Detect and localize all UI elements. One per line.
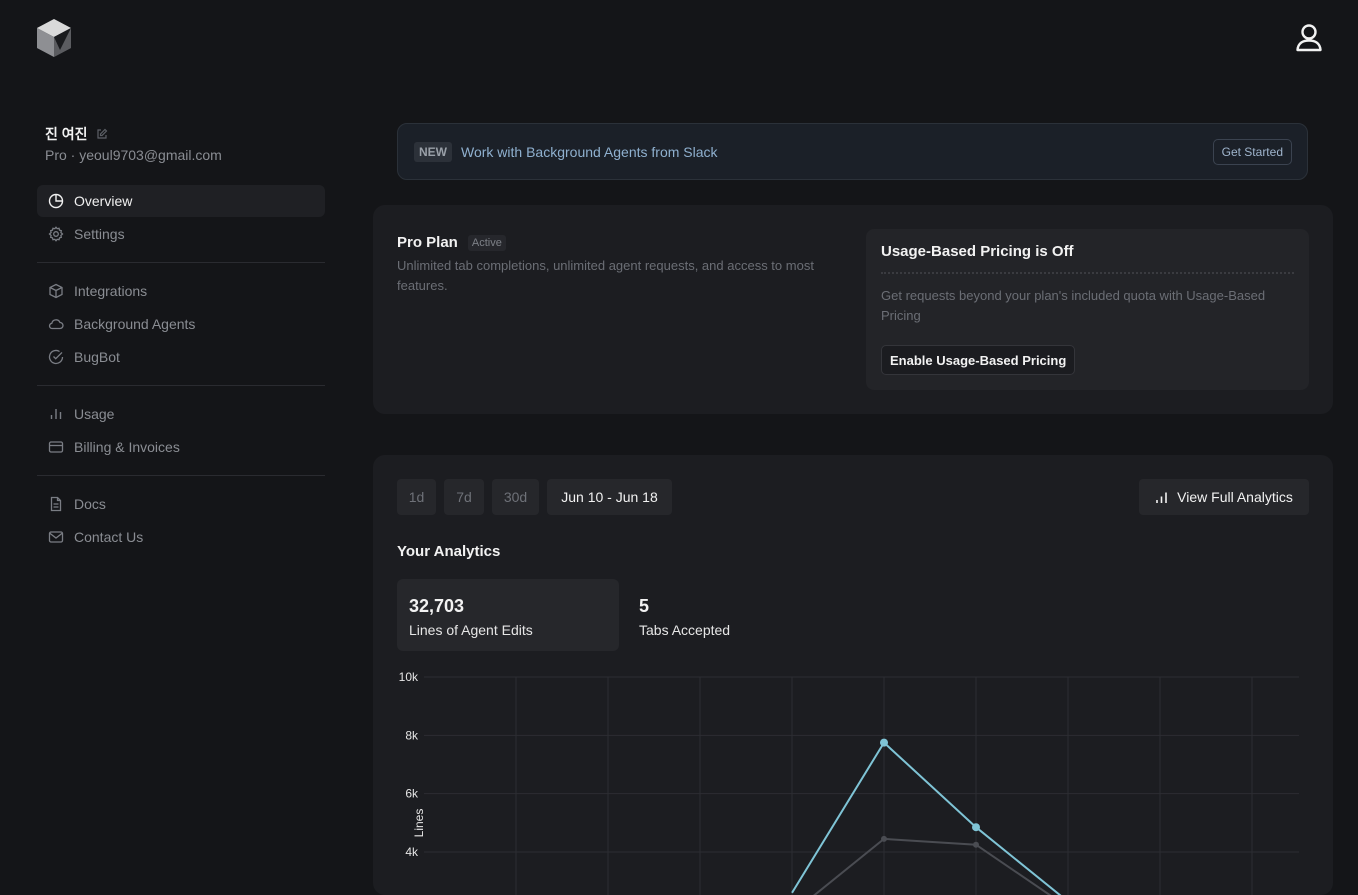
sidebar-item-label: Docs [74, 496, 106, 512]
sidebar-item-settings[interactable]: Settings [37, 218, 325, 250]
sidebar-item-bugbot[interactable]: BugBot [37, 341, 325, 373]
range-30d-button[interactable]: 30d [492, 479, 539, 515]
cloud-icon [48, 319, 64, 330]
gear-icon [48, 226, 64, 242]
stat-label: Tabs Accepted [639, 622, 731, 638]
sidebar-item-usage[interactable]: Usage [37, 398, 325, 430]
credit-card-icon [48, 441, 64, 453]
sidebar-item-label: BugBot [74, 349, 120, 365]
analytics-card: 1d 7d 30d Jun 10 - Jun 18 View Full Anal… [373, 455, 1333, 895]
y-tick-label: 4k [405, 845, 419, 859]
stat-value: 5 [639, 596, 650, 616]
document-icon [50, 496, 62, 512]
sidebar-item-label: Usage [74, 406, 115, 422]
sidebar-item-contact[interactable]: Contact Us [37, 521, 325, 553]
edit-icon[interactable] [96, 128, 108, 140]
sidebar-item-label: Background Agents [74, 316, 196, 332]
data-point-secondary[interactable] [881, 835, 887, 842]
y-tick-label: 6k [405, 787, 419, 801]
check-circle-icon [48, 349, 64, 365]
y-axis-label: Lines [412, 809, 426, 838]
profile-name: 진 여진 [45, 124, 108, 144]
stat-label: Lines of Agent Edits [409, 622, 533, 638]
cube-icon [49, 283, 63, 299]
stat-value: 32,703 [409, 596, 465, 616]
banner-link[interactable]: Work with Background Agents from Slack [461, 143, 718, 160]
data-point-secondary[interactable] [973, 841, 979, 848]
data-point-primary[interactable] [880, 738, 888, 747]
series-line-primary [791, 741, 1062, 895]
stat-tabs-accepted[interactable]: 5 Tabs Accepted [627, 579, 807, 651]
enable-usage-pricing-button[interactable]: Enable Usage-Based Pricing [881, 345, 1076, 375]
new-badge: NEW [414, 141, 452, 162]
sidebar-item-overview[interactable]: Overview [37, 185, 325, 217]
sidebar-item-label: Contact Us [74, 529, 144, 545]
announcement-banner: NEW Work with Background Agents from Sla… [397, 123, 1308, 180]
analytics-line-chart: 10k 8k 6k 4k Lines [399, 670, 1299, 895]
nav-divider [37, 385, 325, 386]
pie-chart-icon [48, 193, 64, 209]
sidebar-item-label: Billing & Invoices [74, 439, 180, 455]
plan-card: Pro Plan Active Unlimited tab completion… [373, 205, 1333, 414]
nav-divider [37, 475, 325, 476]
mail-icon [48, 531, 64, 543]
usage-pricing-title: Usage-Based Pricing is Off [881, 243, 1074, 260]
user-icon[interactable] [1293, 22, 1325, 54]
data-point-primary[interactable] [972, 823, 980, 832]
series-line-secondary [812, 837, 1052, 895]
sidebar-item-label: Integrations [74, 283, 148, 299]
sidebar-nav: Overview Settings Integrations Backgroun… [37, 185, 325, 554]
status-badge: Active [467, 234, 506, 251]
plan-name: Pro Plan [397, 234, 458, 251]
view-full-analytics-button[interactable]: View Full Analytics [1139, 479, 1309, 515]
usage-pricing-panel: Usage-Based Pricing is Off Get requests … [866, 229, 1309, 390]
sidebar-item-docs[interactable]: Docs [37, 488, 325, 520]
stat-agent-edits[interactable]: 32,703 Lines of Agent Edits [397, 579, 619, 651]
sidebar-item-billing[interactable]: Billing & Invoices [37, 431, 325, 463]
plan-title: Pro Plan Active [397, 234, 506, 251]
get-started-button[interactable]: Get Started [1212, 138, 1292, 165]
y-tick-label: 10k [399, 670, 419, 684]
bar-chart-icon [50, 409, 62, 419]
dotted-divider [881, 272, 1294, 274]
profile-name-text: 진 여진 [45, 126, 88, 142]
usage-pricing-description: Get requests beyond your plan's included… [881, 288, 1266, 323]
analytics-title: Your Analytics [397, 543, 501, 560]
sidebar-item-label: Overview [74, 193, 133, 209]
sidebar-item-background-agents[interactable]: Background Agents [37, 308, 325, 340]
view-full-analytics-label: View Full Analytics [1177, 489, 1293, 505]
y-tick-label: 8k [405, 728, 419, 742]
nav-divider [37, 262, 325, 263]
profile-plan-email: Pro · yeoul9703@gmail.com [45, 147, 222, 163]
plan-description: Unlimited tab completions, unlimited age… [397, 258, 814, 293]
sidebar-item-integrations[interactable]: Integrations [37, 275, 325, 307]
bar-chart-icon [1156, 492, 1167, 503]
date-range-picker[interactable]: Jun 10 - Jun 18 [547, 479, 672, 515]
cube-logo-icon[interactable] [36, 18, 72, 58]
range-7d-button[interactable]: 7d [444, 479, 484, 515]
sidebar-item-label: Settings [74, 226, 125, 242]
range-1d-button[interactable]: 1d [397, 479, 436, 515]
